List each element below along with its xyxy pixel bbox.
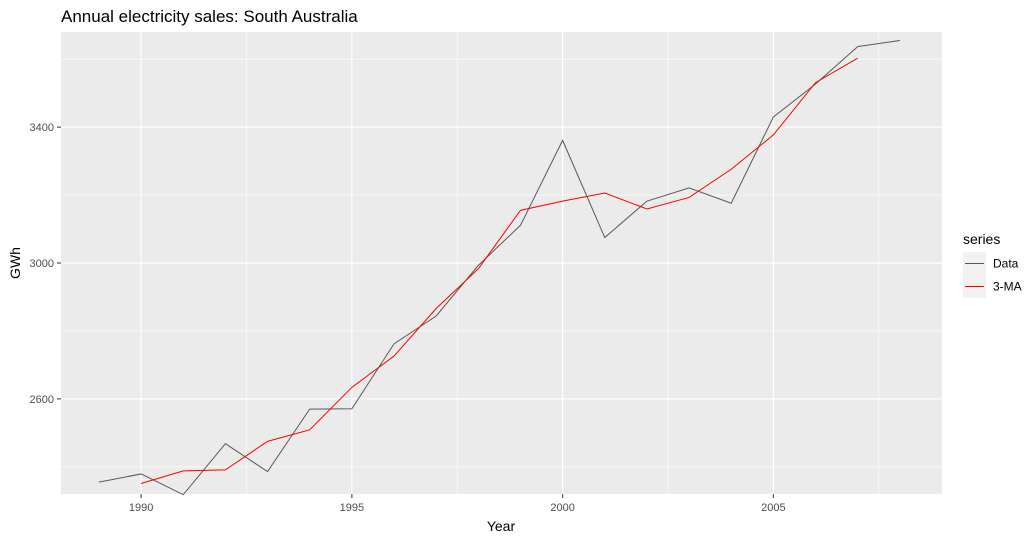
legend-title: series: [963, 231, 1000, 247]
x-tick-label: 2005: [761, 502, 785, 514]
y-axis-title: GWh: [7, 247, 23, 279]
chart-title: Annual electricity sales: South Australi…: [61, 7, 358, 26]
y-tick-label: 2600: [30, 394, 54, 406]
series-layer: [98, 39, 900, 496]
x-tick-label: 1995: [340, 502, 364, 514]
y-tick-label: 3000: [30, 258, 54, 270]
x-axis: 1990 1995 2000 2005: [129, 494, 786, 514]
grid-major: [61, 32, 942, 494]
y-axis: 2600 3000 3400: [30, 122, 61, 406]
x-tick-label: 2000: [550, 502, 574, 514]
series-line-3-ma: [140, 57, 858, 484]
legend-label-3-ma: 3-MA: [993, 280, 1022, 294]
legend-label-data: Data: [993, 257, 1019, 271]
y-tick-label: 3400: [30, 122, 54, 134]
series-line-data: [98, 39, 900, 496]
legend: series Data 3-MA: [963, 231, 1022, 298]
x-axis-title: Year: [487, 518, 516, 534]
x-tick-label: 1990: [129, 502, 153, 514]
